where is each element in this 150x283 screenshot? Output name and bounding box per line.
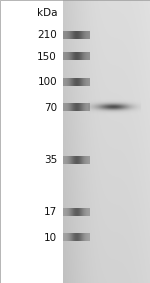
Text: 70: 70 — [44, 102, 57, 113]
Text: 17: 17 — [44, 207, 57, 217]
Text: 150: 150 — [37, 52, 57, 62]
Text: 35: 35 — [44, 155, 57, 165]
Text: kDa: kDa — [36, 8, 57, 18]
Text: 10: 10 — [44, 233, 57, 243]
Text: 100: 100 — [37, 77, 57, 87]
Text: 210: 210 — [37, 30, 57, 40]
Bar — [0, 0, 63, 283]
